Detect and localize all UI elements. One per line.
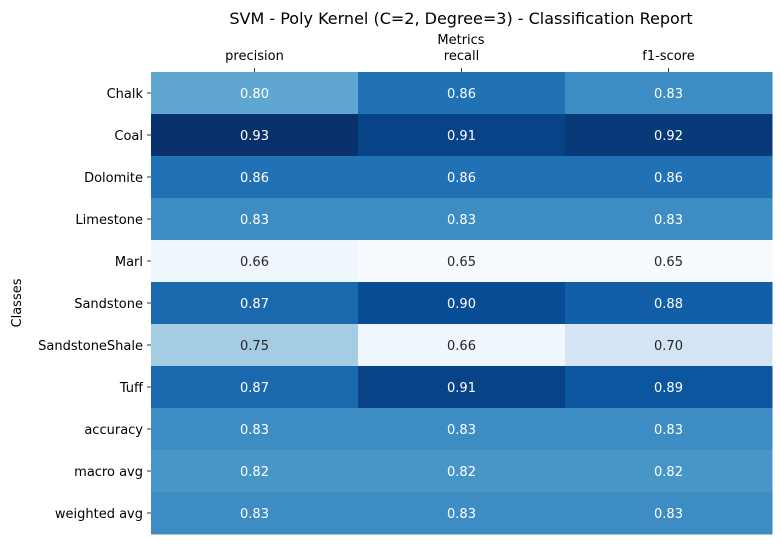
x-tick-label-f1-score: f1-score — [642, 49, 694, 64]
y-tick-label-sandstoneshale: SandstoneShale — [38, 339, 143, 354]
heatmap-cell-marl-recall — [358, 240, 566, 283]
heatmap-cell-tuff-f1-score — [565, 366, 773, 409]
heatmap-cell-accuracy-f1-score — [565, 408, 773, 451]
y-tick-label-chalk: Chalk — [107, 87, 144, 102]
y-tick-label-sandstone: Sandstone — [74, 297, 143, 312]
cell-label-macro-avg-f1-score: 0.82 — [654, 465, 683, 480]
y-axis-ticks: ChalkCoalDolomiteLimestoneMarlSandstoneS… — [38, 87, 151, 522]
cell-label-marl-precision: 0.66 — [240, 255, 269, 270]
heatmap-cell-sandstone-recall — [358, 282, 566, 325]
heatmap-cell-macro-avg-f1-score — [565, 450, 773, 493]
cell-label-accuracy-recall: 0.83 — [447, 423, 476, 438]
heatmap-cell-limestone-f1-score — [565, 198, 773, 241]
cell-label-dolomite-recall: 0.86 — [447, 171, 476, 186]
heatmap-cell-coal-precision — [151, 114, 359, 157]
x-axis-ticks: precision recall f1-score — [225, 49, 695, 72]
cell-label-macro-avg-precision: 0.82 — [240, 465, 269, 480]
cell-label-marl-f1-score: 0.65 — [654, 255, 683, 270]
heatmap-cell-sandstoneshale-recall — [358, 324, 566, 367]
cell-label-chalk-f1-score: 0.83 — [654, 87, 683, 102]
heatmap-cell-coal-f1-score — [565, 114, 773, 157]
heatmap-cell-weighted-avg-recall — [358, 492, 566, 535]
heatmap-cell-marl-precision — [151, 240, 359, 283]
heatmap-cell-accuracy-precision — [151, 408, 359, 451]
y-tick-label-macro-avg: macro avg — [74, 465, 143, 480]
cell-label-limestone-recall: 0.83 — [447, 213, 476, 228]
heatmap-cell-dolomite-precision — [151, 156, 359, 199]
cell-label-sandstone-recall: 0.90 — [447, 297, 476, 312]
heatmap-cell-limestone-recall — [358, 198, 566, 241]
heatmap-cell-chalk-precision — [151, 72, 359, 115]
heatmap-cell-dolomite-recall — [358, 156, 566, 199]
cell-label-sandstone-precision: 0.87 — [240, 297, 269, 312]
cell-label-marl-recall: 0.65 — [447, 255, 476, 270]
heatmap-cell-labels: 0.80 0.86 0.83 0.93 0.91 0.92 0.86 0.86 0.86 0.83… — [240, 87, 683, 522]
heatmap-cell-marl-f1-score — [565, 240, 773, 283]
cell-label-weighted-avg-precision: 0.83 — [240, 507, 269, 522]
cell-label-weighted-avg-recall: 0.83 — [447, 507, 476, 522]
heatmap-cell-macro-avg-precision — [151, 450, 359, 493]
heatmap-cell-sandstone-precision — [151, 282, 359, 325]
y-tick-label-accuracy: accuracy — [84, 423, 143, 438]
cell-label-limestone-precision: 0.83 — [240, 213, 269, 228]
cell-label-dolomite-precision: 0.86 — [240, 171, 269, 186]
cell-label-sandstoneshale-precision: 0.75 — [240, 339, 269, 354]
heatmap-cell-chalk-f1-score — [565, 72, 773, 115]
heatmap-cell-dolomite-f1-score — [565, 156, 773, 199]
cell-label-accuracy-f1-score: 0.83 — [654, 423, 683, 438]
cell-label-chalk-recall: 0.86 — [447, 87, 476, 102]
chart-title: SVM - Poly Kernel (C=2, Degree=3) - Clas… — [229, 9, 692, 28]
heatmap-cell-limestone-precision — [151, 198, 359, 241]
cell-label-tuff-precision: 0.87 — [240, 381, 269, 396]
x-tick-label-recall: recall — [444, 49, 479, 64]
heatmap-cell-sandstoneshale-precision — [151, 324, 359, 367]
cell-label-coal-precision: 0.93 — [240, 129, 269, 144]
heatmap-cell-coal-recall — [358, 114, 566, 157]
y-tick-label-tuff: Tuff — [119, 381, 144, 396]
cell-label-coal-f1-score: 0.92 — [654, 129, 683, 144]
cell-label-accuracy-precision: 0.83 — [240, 423, 269, 438]
y-tick-label-limestone: Limestone — [75, 213, 143, 228]
heatmap-cell-tuff-recall — [358, 366, 566, 409]
y-tick-label-dolomite: Dolomite — [84, 171, 143, 186]
heatmap-cell-sandstone-f1-score — [565, 282, 773, 325]
cell-label-chalk-precision: 0.80 — [240, 87, 269, 102]
heatmap-cell-macro-avg-recall — [358, 450, 566, 493]
cell-label-tuff-recall: 0.91 — [447, 381, 476, 396]
cell-label-limestone-f1-score: 0.83 — [654, 213, 683, 228]
y-tick-label-marl: Marl — [115, 255, 143, 270]
heatmap-cell-accuracy-recall — [358, 408, 566, 451]
heatmap-cells — [151, 72, 773, 535]
cell-label-sandstoneshale-f1-score: 0.70 — [654, 339, 683, 354]
cell-label-dolomite-f1-score: 0.86 — [654, 171, 683, 186]
x-axis-label: Metrics — [437, 33, 484, 48]
heatmap-cell-sandstoneshale-f1-score — [565, 324, 773, 367]
cell-label-macro-avg-recall: 0.82 — [447, 465, 476, 480]
x-tick-label-precision: precision — [225, 49, 284, 64]
cell-label-weighted-avg-f1-score: 0.83 — [654, 507, 683, 522]
cell-label-coal-recall: 0.91 — [447, 129, 476, 144]
heatmap-cell-weighted-avg-f1-score — [565, 492, 773, 535]
cell-label-tuff-f1-score: 0.89 — [654, 381, 683, 396]
y-tick-label-coal: Coal — [114, 129, 143, 144]
heatmap-cell-weighted-avg-precision — [151, 492, 359, 535]
heatmap-cell-chalk-recall — [358, 72, 566, 115]
cell-label-sandstone-f1-score: 0.88 — [654, 297, 683, 312]
cell-label-sandstoneshale-recall: 0.66 — [447, 339, 476, 354]
y-axis-label: Classes — [10, 278, 25, 327]
y-tick-label-weighted-avg: weighted avg — [55, 507, 143, 522]
heatmap-cell-tuff-precision — [151, 366, 359, 409]
